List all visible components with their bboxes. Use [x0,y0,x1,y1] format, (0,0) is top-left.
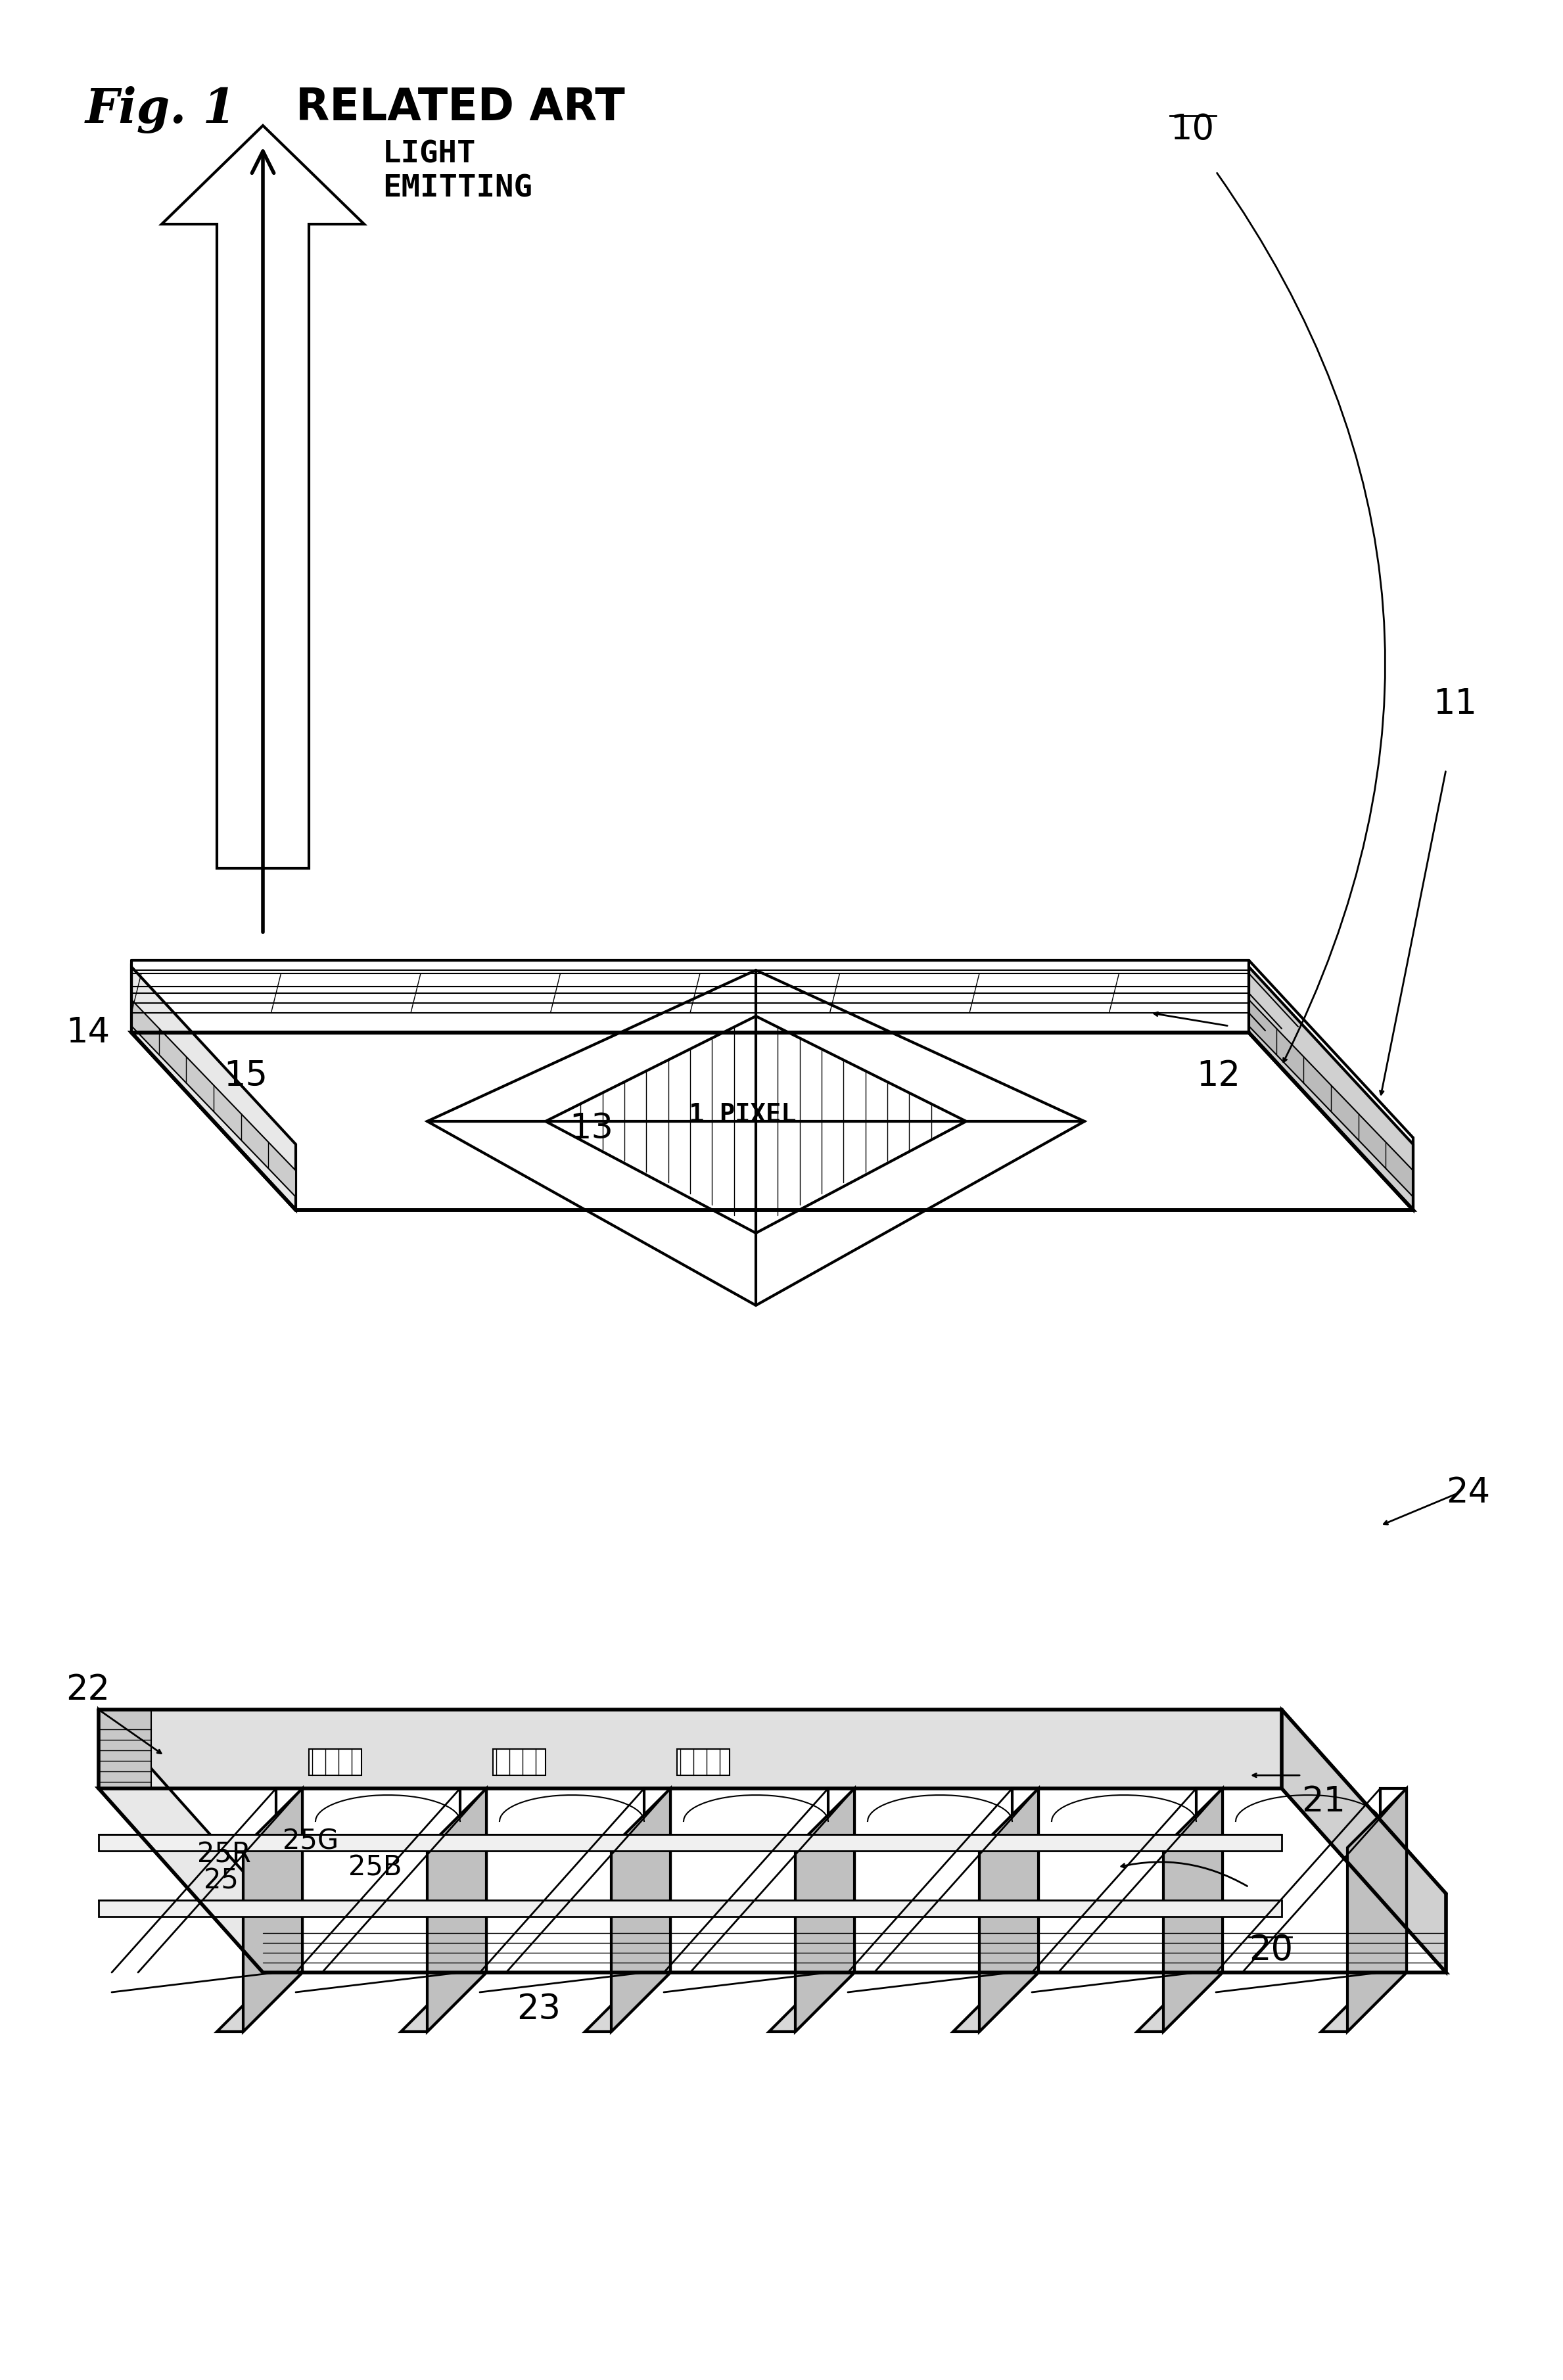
Polygon shape [769,1973,855,2033]
Polygon shape [1013,1787,1038,1973]
Polygon shape [98,1899,1282,1916]
Text: 25B: 25B [349,1854,402,1883]
Polygon shape [980,1787,1038,2033]
Polygon shape [98,1709,263,1973]
Polygon shape [98,1835,1282,1852]
Text: 22: 22 [66,1673,109,1706]
Polygon shape [492,1749,545,1775]
Text: 25R: 25R [197,1842,252,1868]
Polygon shape [1347,1787,1407,2033]
Polygon shape [460,1787,486,1973]
Polygon shape [953,1973,1038,2033]
Text: Fig. 1: Fig. 1 [86,86,236,133]
Text: 1 PIXEL: 1 PIXEL [689,1102,797,1128]
Polygon shape [277,1787,302,1973]
Polygon shape [644,1787,671,1973]
Polygon shape [244,1787,302,2033]
Polygon shape [1163,1787,1222,2033]
Text: 11: 11 [1433,688,1477,721]
Text: 25G: 25G [283,1828,339,1856]
Polygon shape [98,1709,152,1787]
Polygon shape [161,126,364,869]
Polygon shape [585,1973,671,2033]
Text: 10: 10 [1171,112,1214,148]
Polygon shape [828,1787,855,1973]
Polygon shape [1196,1787,1222,1973]
Polygon shape [217,1973,302,2033]
Polygon shape [131,1000,295,1197]
Polygon shape [131,966,295,1209]
Polygon shape [1380,1787,1407,1973]
Text: 15: 15 [224,1059,267,1092]
Text: 24: 24 [1446,1476,1490,1509]
Text: 23: 23 [517,1992,561,2025]
Text: 13: 13 [569,1111,614,1145]
Polygon shape [1138,1973,1222,2033]
Polygon shape [98,1709,1282,1787]
Polygon shape [1321,1973,1407,2033]
Polygon shape [427,1787,486,2033]
Text: 14: 14 [66,1016,109,1050]
Polygon shape [1249,966,1413,1209]
Polygon shape [611,1787,671,2033]
Polygon shape [1282,1709,1446,1973]
Text: 21: 21 [1302,1785,1346,1818]
Text: 20: 20 [1249,1933,1293,1968]
Polygon shape [796,1787,855,2033]
Text: 25: 25 [203,1868,239,1894]
Polygon shape [1249,1000,1413,1197]
Text: RELATED ART: RELATED ART [295,86,625,129]
Polygon shape [677,1749,730,1775]
Polygon shape [98,1787,1446,1973]
Polygon shape [402,1973,486,2033]
Text: 12: 12 [1196,1059,1241,1092]
Polygon shape [131,1033,1413,1209]
Polygon shape [309,1749,361,1775]
Text: LIGHT
EMITTING: LIGHT EMITTING [383,140,533,202]
